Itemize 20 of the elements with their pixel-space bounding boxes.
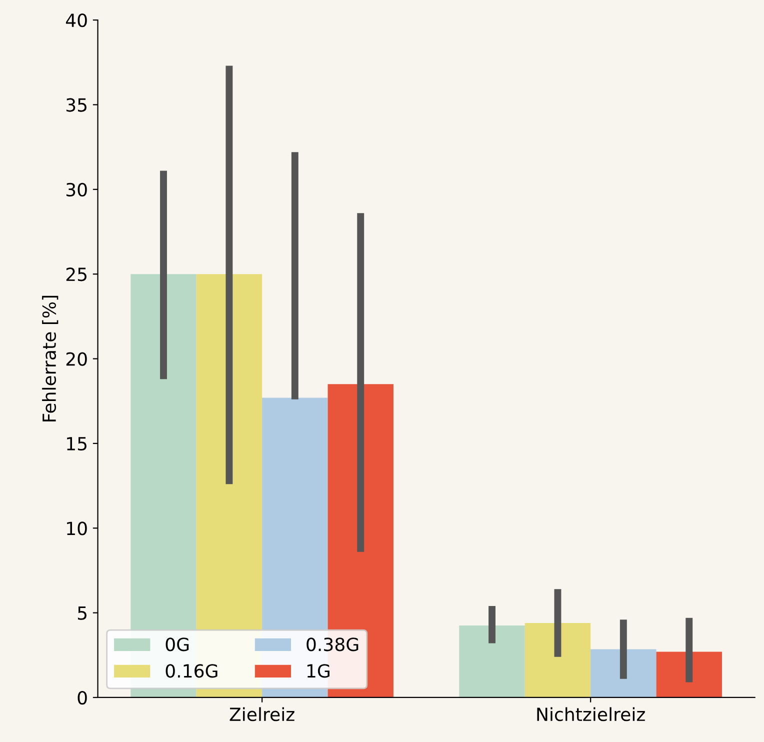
y-axis-title: Fehlerrate [%] bbox=[42, 296, 58, 422]
y-tick-label: 25 bbox=[66, 268, 86, 282]
legend-label: 0G bbox=[166, 638, 189, 652]
y-tick-label: 20 bbox=[66, 352, 87, 366]
bar bbox=[590, 649, 656, 698]
bar bbox=[656, 652, 722, 698]
legend-label: 1G bbox=[307, 664, 330, 678]
x-tick-label: Zielreiz bbox=[230, 707, 294, 722]
bar bbox=[459, 626, 525, 698]
y-tick-label: 40 bbox=[66, 13, 87, 28]
y-tick-label: 35 bbox=[66, 98, 86, 112]
bar bbox=[524, 622, 591, 698]
y-tick-label: 15 bbox=[67, 437, 86, 451]
x-tick-label: Nichtzielreiz bbox=[537, 707, 645, 722]
legend-label: 0.16G bbox=[166, 664, 218, 678]
y-tick-label: 10 bbox=[67, 522, 87, 536]
y-tick-label: 5 bbox=[78, 606, 86, 620]
legend-label: 0.38G bbox=[306, 638, 358, 652]
y-tick-label: 30 bbox=[66, 182, 87, 197]
y-tick-label: 0 bbox=[78, 690, 87, 705]
